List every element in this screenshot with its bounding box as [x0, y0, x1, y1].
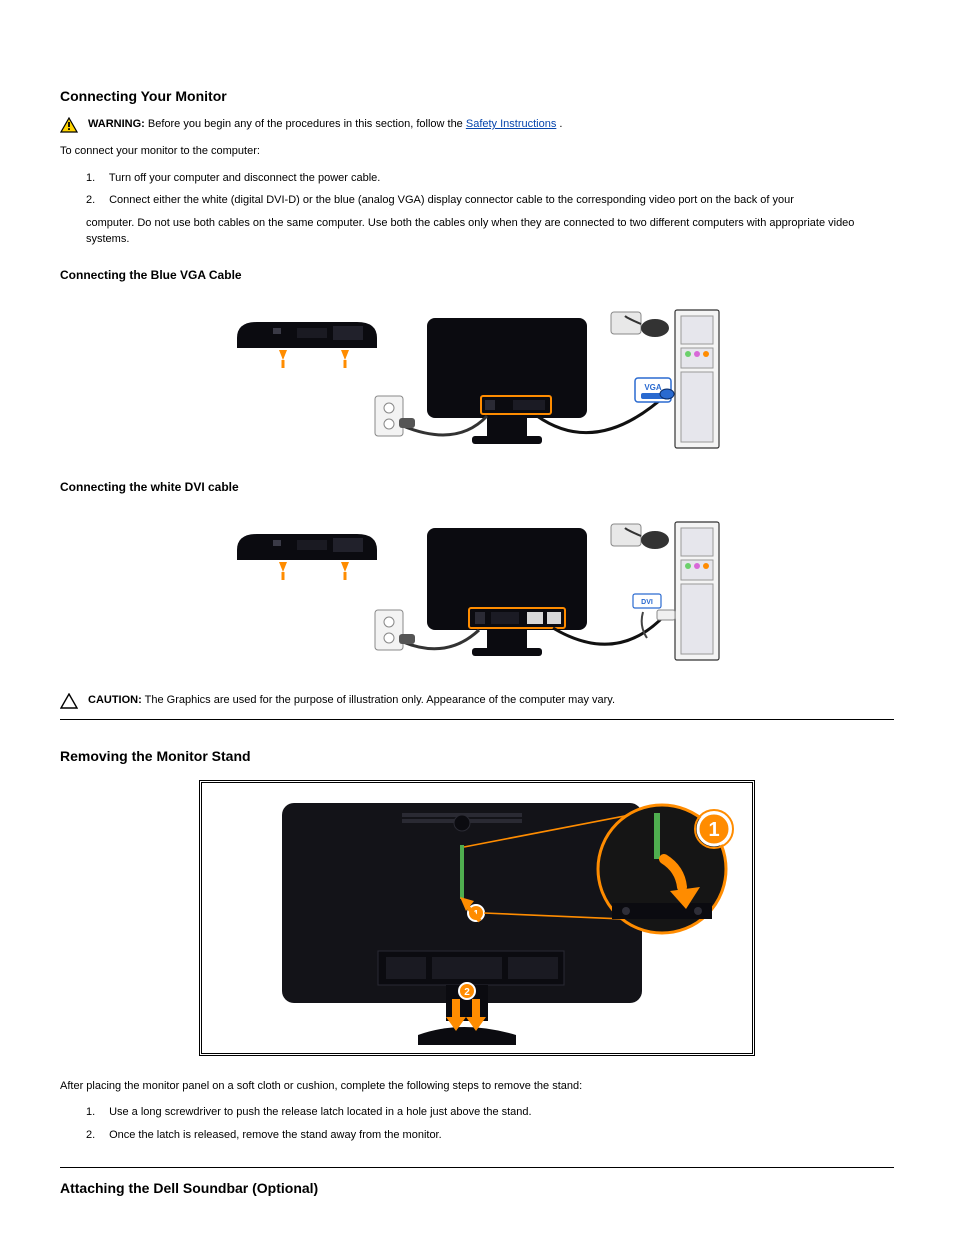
svg-text:VGA: VGA: [644, 383, 662, 392]
remove-step-1: 1. Use a long screwdriver to push the re…: [60, 1104, 894, 1121]
heading-removing: Removing the Monitor Stand: [60, 748, 894, 764]
heading-connecting: Connecting Your Monitor: [60, 88, 894, 104]
intro-text: To connect your monitor to the computer:: [60, 143, 894, 160]
step-2-text-a: Connect either the white (digital DVI-D)…: [109, 194, 794, 206]
diagram-removing: 1 2: [202, 783, 752, 1053]
remove-step-2-text: Once the latch is released, remove the s…: [109, 1129, 442, 1141]
warning-prefix: WARNING:: [88, 118, 145, 130]
warning-icon: [60, 116, 88, 133]
removing-intro: After placing the monitor panel on a sof…: [60, 1078, 894, 1095]
subheading-vga: Connecting the Blue VGA Cable: [60, 268, 894, 282]
caution-rule: [60, 719, 894, 720]
subheading-dvi: Connecting the white DVI cable: [60, 480, 894, 494]
remove-step-1-num: 1.: [86, 1104, 106, 1121]
step-1-text: Turn off your computer and disconnect th…: [109, 172, 381, 184]
step-1: 1. Turn off your computer and disconnect…: [60, 170, 894, 187]
step-2: 2. Connect either the white (digital DVI…: [60, 192, 894, 209]
step-2-num: 2.: [86, 192, 106, 209]
warning-text-before: Before you begin any of the procedures i…: [148, 118, 466, 130]
svg-text:2: 2: [464, 987, 470, 998]
caution-prefix: CAUTION:: [88, 694, 142, 706]
step-2-cont: computer. Do not use both cables on the …: [60, 215, 894, 248]
remove-step-2-num: 2.: [86, 1127, 106, 1144]
diagram-dvi: DVI: [227, 510, 727, 670]
caution-text: The Graphics are used for the purpose of…: [145, 694, 615, 706]
caution-row: CAUTION: The Graphics are used for the p…: [60, 692, 894, 709]
remove-step-1-text: Use a long screwdriver to push the relea…: [109, 1106, 532, 1118]
step-2-text-b: computer. Do not use both cables on the …: [86, 217, 854, 246]
diagram-removing-frame: 1 2: [199, 780, 755, 1056]
section-rule: [60, 1167, 894, 1168]
diagram-vga: VGA: [227, 298, 727, 458]
svg-text:1: 1: [708, 819, 719, 841]
safety-instructions-link[interactable]: Safety Instructions: [466, 118, 557, 130]
warning-text-after: .: [559, 118, 562, 130]
warning-row: WARNING: Before you begin any of the pro…: [60, 116, 894, 133]
heading-soundbar: Attaching the Dell Soundbar (Optional): [60, 1180, 894, 1196]
step-1-num: 1.: [86, 170, 106, 187]
remove-step-2: 2. Once the latch is released, remove th…: [60, 1127, 894, 1144]
caution-icon: [60, 692, 88, 709]
svg-text:DVI: DVI: [641, 599, 653, 606]
